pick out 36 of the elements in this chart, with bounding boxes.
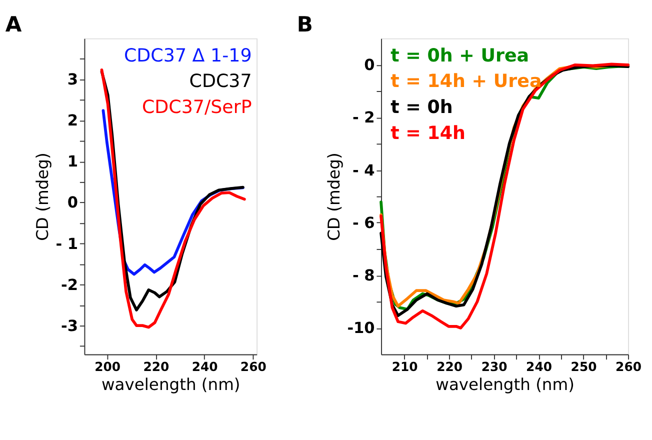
- x-tick-label: 220: [436, 359, 463, 374]
- x-tick-label: 260: [616, 359, 642, 374]
- x-tick-label: 220: [143, 359, 170, 374]
- text: CDC37: [189, 71, 252, 92]
- x-tick-label: 240: [526, 359, 552, 374]
- x-tick-label: 210: [392, 359, 418, 374]
- y-tick-label: - 6: [352, 214, 375, 232]
- y-tick-label: - 8: [352, 266, 375, 285]
- y-tick-label: 0: [364, 56, 375, 74]
- x-axis-title: wavelength (nm): [102, 375, 240, 394]
- x-tick-label: 200: [94, 359, 121, 374]
- y-tick-label: - 4: [352, 161, 375, 180]
- y-tick-label: - 1: [56, 234, 78, 253]
- series-label: CDC37/SerP: [142, 97, 252, 118]
- chart-title: B: [296, 12, 313, 37]
- x-tick-label: 260: [240, 359, 267, 374]
- text: CDC37 Δ 1-19: [124, 45, 252, 66]
- y-axis-title: CD (mdeg): [33, 152, 52, 241]
- x-tick-label: 230: [481, 359, 508, 374]
- y-tick-label: -10: [347, 319, 375, 338]
- y-tick-label: -2: [61, 276, 78, 294]
- y-tick-label: 0: [67, 194, 78, 212]
- y-axis-title: CD (mdeg): [324, 152, 344, 241]
- y-tick-label: 2: [67, 112, 78, 130]
- series-label: t = 14h + Urea: [390, 71, 542, 92]
- y-tick-label: - 2: [352, 108, 375, 127]
- y-tick-label: -3: [61, 316, 78, 335]
- y-tick-label: 1: [67, 152, 78, 171]
- x-tick-label: 250: [570, 359, 598, 374]
- text: t = 14h: [390, 122, 466, 144]
- series-label: t = 0h + Urea: [390, 45, 530, 66]
- text: t = 0h: [390, 97, 453, 118]
- x-tick-label: 240: [192, 359, 218, 374]
- chart-title: A: [5, 12, 22, 37]
- x-axis-title: wavelength (nm): [436, 375, 574, 394]
- y-tick-label: 3: [67, 70, 78, 89]
